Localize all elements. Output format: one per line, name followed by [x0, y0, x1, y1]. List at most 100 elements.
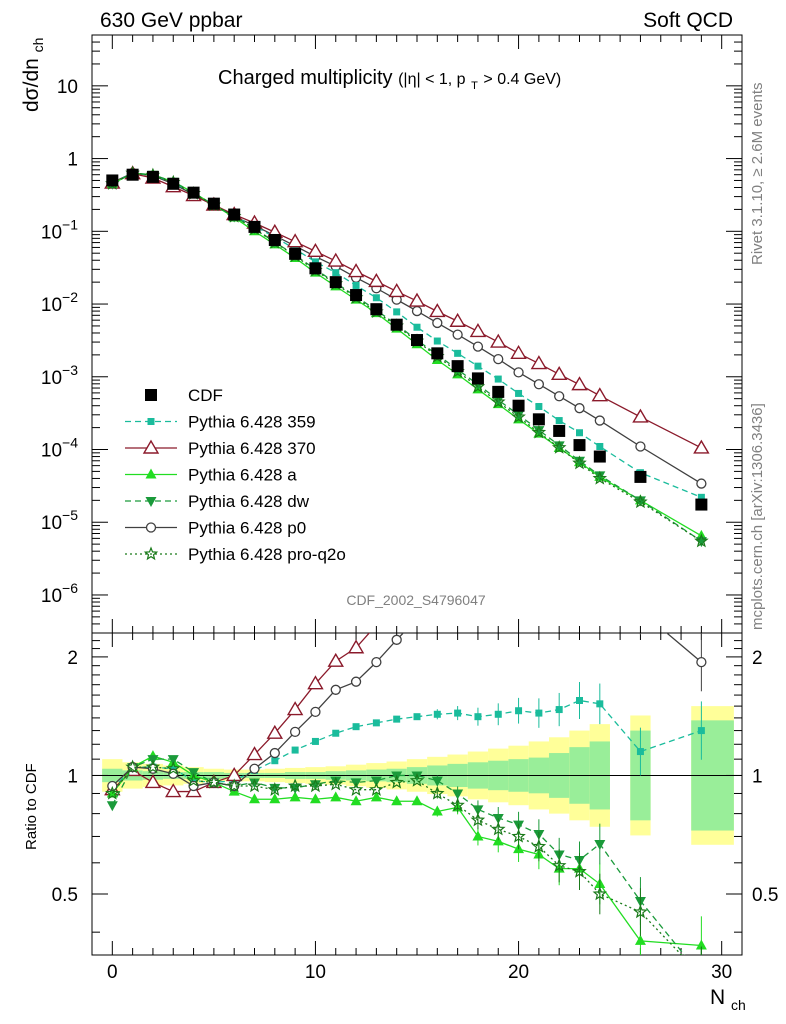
data-point [511, 409, 526, 424]
legend-entry: Pythia 6.428 a [125, 466, 297, 485]
series-line [112, 172, 702, 542]
ratio-point [474, 713, 482, 721]
data-point [350, 289, 363, 302]
legend-marker [145, 497, 157, 507]
ratio-point [490, 821, 506, 836]
ratio-point [269, 747, 280, 759]
ratio-point [410, 557, 424, 569]
y-main-tick-exp: −1 [62, 216, 78, 232]
legend-marker [142, 439, 160, 454]
ratio-point [514, 591, 523, 600]
data-point [632, 408, 649, 423]
ratio-point [696, 972, 707, 982]
side-rivet-label: Rivet 3.1.10, ≥ 2.6M events [749, 83, 766, 266]
y-main-tick-label: 1 [67, 150, 78, 171]
data-point [146, 170, 159, 183]
ratio-point [352, 723, 360, 731]
y-main-label: dσ/dn ch [20, 38, 46, 112]
legend-label: Pythia 6.428 p0 [188, 519, 306, 538]
ratio-point [452, 789, 464, 800]
ratio-point [289, 726, 301, 738]
data-point [311, 258, 319, 266]
ratio-point [311, 737, 319, 745]
ratio-point [165, 783, 182, 798]
data-point [591, 387, 609, 402]
ratio-point [411, 771, 423, 782]
data-point [471, 372, 484, 385]
data-point [490, 394, 506, 409]
ratio-point [190, 777, 198, 785]
legend-entry: CDF [145, 386, 223, 405]
data-point [370, 303, 383, 316]
legend-label: Pythia 6.428 359 [188, 413, 316, 432]
data-point [470, 379, 486, 393]
data-point [555, 417, 563, 425]
data-point [513, 410, 525, 421]
data-point [433, 337, 441, 345]
legend-label: CDF [188, 386, 223, 405]
y-main-tick-exp: −2 [62, 289, 78, 305]
y-main-tick-exp: −6 [62, 580, 78, 596]
legend-marker [145, 468, 157, 479]
plot-title-cuts-sub: T [471, 80, 478, 92]
ratio-point [694, 462, 708, 474]
data-point [411, 334, 423, 347]
data-point [393, 308, 401, 316]
ratio-point [165, 761, 181, 775]
y-main-tick-base: 10 [41, 441, 62, 462]
ratio-point [515, 707, 523, 715]
ratio-point [391, 795, 403, 806]
ratio-point [330, 776, 342, 787]
data-point [533, 426, 545, 437]
data-point [413, 323, 421, 331]
ratio-point [247, 778, 262, 793]
data-point [248, 220, 261, 233]
ratio-point [695, 939, 707, 950]
ratio-point [246, 746, 263, 761]
x-tick-label: 10 [305, 962, 326, 983]
right-title: Soft QCD [643, 9, 733, 32]
data-point [494, 375, 502, 383]
data-point [551, 440, 567, 454]
ratio-point [105, 785, 120, 800]
data-point [431, 347, 444, 360]
data-point [106, 174, 119, 187]
ratio-point [249, 778, 260, 789]
data-point [697, 493, 705, 501]
legend-entry: Pythia 6.428 pro-q2o [125, 545, 346, 564]
ratio-point [286, 701, 304, 716]
ratio-point [575, 571, 584, 580]
data-point [634, 470, 647, 483]
data-point [372, 294, 380, 302]
ratio-point [249, 763, 260, 774]
data-point [268, 233, 281, 246]
ratio-point [188, 768, 200, 779]
ratio-point [332, 729, 340, 737]
data-point [571, 376, 588, 391]
y-main-tick-label: 10−2 [41, 289, 78, 316]
data-point [694, 533, 709, 548]
data-point [429, 303, 446, 318]
series-line [112, 172, 702, 485]
y-main-tick-label: 10 [57, 77, 78, 98]
x-label-sub: ch [731, 997, 746, 1013]
data-point [574, 403, 585, 414]
ratio-point [592, 886, 608, 901]
ratio-point [308, 778, 323, 793]
data-point [289, 247, 302, 260]
ratio-point [413, 614, 422, 623]
ratio-line [111, 766, 683, 955]
y-ratio-tick-label-left: 2 [67, 648, 78, 669]
ratio-series-group [104, 462, 708, 982]
ratio-line [111, 758, 686, 955]
ratio-point [372, 719, 380, 727]
data-point [352, 281, 360, 289]
analysis-id: CDF_2002_S4796047 [346, 592, 486, 608]
data-point [454, 349, 462, 357]
ratio-point [409, 773, 425, 787]
left-title: 630 GeV ppbar [100, 9, 242, 32]
ratio-point [595, 576, 604, 585]
series-line [112, 172, 702, 542]
data-point [492, 385, 505, 398]
